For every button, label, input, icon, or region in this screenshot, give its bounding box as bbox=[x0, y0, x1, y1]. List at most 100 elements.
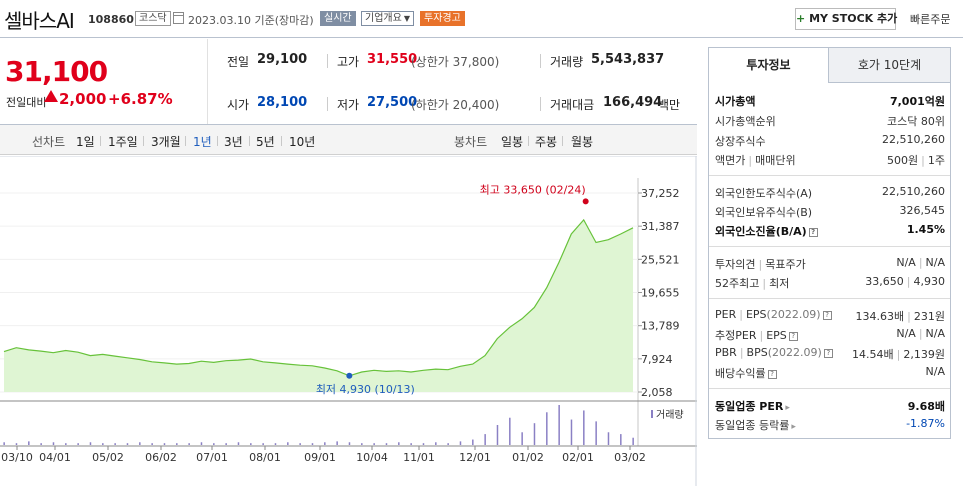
sector-rate-value: -1.87% bbox=[906, 417, 945, 430]
week52-high-label: 52주최고 bbox=[715, 277, 760, 290]
divider: | bbox=[762, 277, 767, 290]
volume-bar bbox=[472, 439, 474, 445]
volume-bar bbox=[102, 443, 104, 445]
low-value: 27,500 bbox=[367, 95, 418, 110]
tab-order-book[interactable]: 호가 10단계 bbox=[829, 48, 950, 83]
help-icon[interactable]: ? bbox=[823, 349, 833, 358]
volume-bar bbox=[373, 443, 375, 445]
change-rate: +6.87% bbox=[108, 90, 173, 108]
trade-unit-value: 1주 bbox=[927, 154, 945, 167]
dividend-value: N/A bbox=[925, 365, 945, 378]
foreign-hold-label: 외국인보유주식수(B) bbox=[715, 206, 813, 219]
eps-label: EPS bbox=[745, 308, 767, 321]
high-value: 31,550 bbox=[367, 52, 418, 67]
help-icon[interactable]: ? bbox=[767, 370, 777, 379]
divider bbox=[709, 246, 950, 247]
est-per-label: 추정PER bbox=[715, 329, 757, 342]
stock-header: 셀바스AI 108860 코스닥 2023.03.10 기준(장마감) 실시간 … bbox=[0, 0, 963, 38]
candle-monthly[interactable]: 월봉 bbox=[571, 135, 594, 149]
week52-low-label: 최저 bbox=[769, 277, 790, 290]
y-tick-label: 31,387 bbox=[641, 220, 680, 233]
volume-bar bbox=[410, 443, 412, 445]
divider bbox=[709, 175, 950, 176]
period-10y[interactable]: 10년 bbox=[289, 135, 316, 149]
est-eps-value: N/A bbox=[925, 327, 945, 340]
volume-bar bbox=[77, 443, 79, 445]
company-overview-button[interactable]: 기업개요 ▼ bbox=[361, 11, 414, 26]
est-eps-label: EPS bbox=[766, 329, 787, 342]
x-tick-label: 10/04 bbox=[356, 451, 388, 464]
period-3m[interactable]: 3개월 bbox=[151, 135, 181, 149]
volume-bar bbox=[114, 443, 116, 445]
low-marker bbox=[346, 372, 353, 379]
pbr-value: 14.54배 bbox=[852, 348, 894, 361]
volume-bar bbox=[237, 442, 240, 445]
divider: | bbox=[739, 346, 744, 359]
volume-bar bbox=[509, 417, 511, 445]
volume-bar bbox=[176, 443, 178, 445]
x-tick-label: 05/02 bbox=[92, 451, 124, 464]
caret-right-icon: ▸ bbox=[791, 422, 796, 432]
volume-bar bbox=[287, 442, 289, 445]
lower-limit: (하한가 20,400) bbox=[411, 98, 500, 112]
divider: | bbox=[759, 329, 764, 342]
change-label: 전일대비 bbox=[6, 96, 47, 109]
volume-bar bbox=[126, 443, 129, 445]
volume-bar bbox=[607, 432, 610, 445]
amount-value: 166,494 bbox=[603, 95, 663, 110]
period-5y[interactable]: 5년 bbox=[256, 135, 275, 149]
period-1d[interactable]: 1일 bbox=[76, 135, 95, 149]
help-icon[interactable]: ? bbox=[822, 311, 832, 320]
calendar-icon bbox=[173, 12, 184, 24]
x-tick-label: 04/01 bbox=[39, 451, 71, 464]
volume-bar bbox=[632, 437, 634, 445]
quick-order-link[interactable]: 빠른주문 bbox=[910, 13, 951, 26]
add-my-stock-button[interactable]: + MY STOCK 추가 bbox=[795, 8, 897, 30]
volume-bar bbox=[40, 443, 42, 445]
divider bbox=[540, 54, 541, 68]
divider: | bbox=[906, 275, 911, 288]
caret-right-icon: ▸ bbox=[785, 403, 790, 413]
foreign-rate-label: 외국인소진율(B/A) bbox=[715, 225, 807, 238]
eps-period: (2022.09) bbox=[766, 308, 821, 321]
market-cap-rank-value: 코스닥 80위 bbox=[887, 115, 945, 128]
volume-legend-label: 거래량 bbox=[656, 409, 684, 421]
shares-value: 22,510,260 bbox=[882, 133, 945, 146]
y-tick-label: 25,521 bbox=[641, 253, 680, 266]
x-tick-label: 12/01 bbox=[459, 451, 491, 464]
volume-bar bbox=[3, 442, 5, 445]
candle-chart-label: 봉차트 bbox=[454, 135, 488, 149]
dividend-row: 배당수익률? N/A bbox=[715, 365, 945, 383]
volume-bar bbox=[52, 442, 55, 445]
opinion-label: 투자의견 bbox=[715, 258, 756, 271]
divider bbox=[562, 136, 563, 146]
period-3y[interactable]: 3년 bbox=[224, 135, 243, 149]
foreign-rate-value: 1.45% bbox=[906, 223, 945, 236]
open-value: 28,100 bbox=[257, 95, 308, 110]
est-per-value: N/A bbox=[896, 327, 916, 340]
volume-bar bbox=[262, 443, 264, 445]
divider bbox=[327, 97, 328, 111]
volume-bar bbox=[139, 442, 141, 445]
volume-bar bbox=[274, 443, 277, 445]
foreign-limit-value: 22,510,260 bbox=[882, 185, 945, 198]
help-icon[interactable]: ? bbox=[788, 332, 798, 341]
bps-label: BPS bbox=[746, 346, 768, 359]
chevron-down-icon: ▼ bbox=[403, 14, 410, 23]
up-arrow-icon bbox=[44, 90, 58, 102]
help-icon[interactable]: ? bbox=[808, 228, 818, 237]
divider: | bbox=[739, 308, 743, 321]
x-tick-label: 07/01 bbox=[196, 451, 228, 464]
tab-investment-info[interactable]: 투자정보 bbox=[709, 48, 829, 83]
period-1y[interactable]: 1년 bbox=[193, 135, 212, 149]
upper-limit: (상한가 37,800) bbox=[411, 55, 500, 69]
period-1w[interactable]: 1주일 bbox=[108, 135, 138, 149]
candle-weekly[interactable]: 주봉 bbox=[535, 135, 558, 149]
opinion-value: N/A bbox=[896, 256, 916, 269]
realtime-button[interactable]: 실시간 bbox=[320, 11, 356, 26]
volume-bar bbox=[595, 421, 597, 445]
x-tick-label: 08/01 bbox=[249, 451, 281, 464]
candle-daily[interactable]: 일봉 bbox=[501, 135, 524, 149]
volume-bar bbox=[361, 443, 363, 445]
par-row: 액면가 | 매매단위 500원 | 1주 bbox=[715, 152, 945, 170]
